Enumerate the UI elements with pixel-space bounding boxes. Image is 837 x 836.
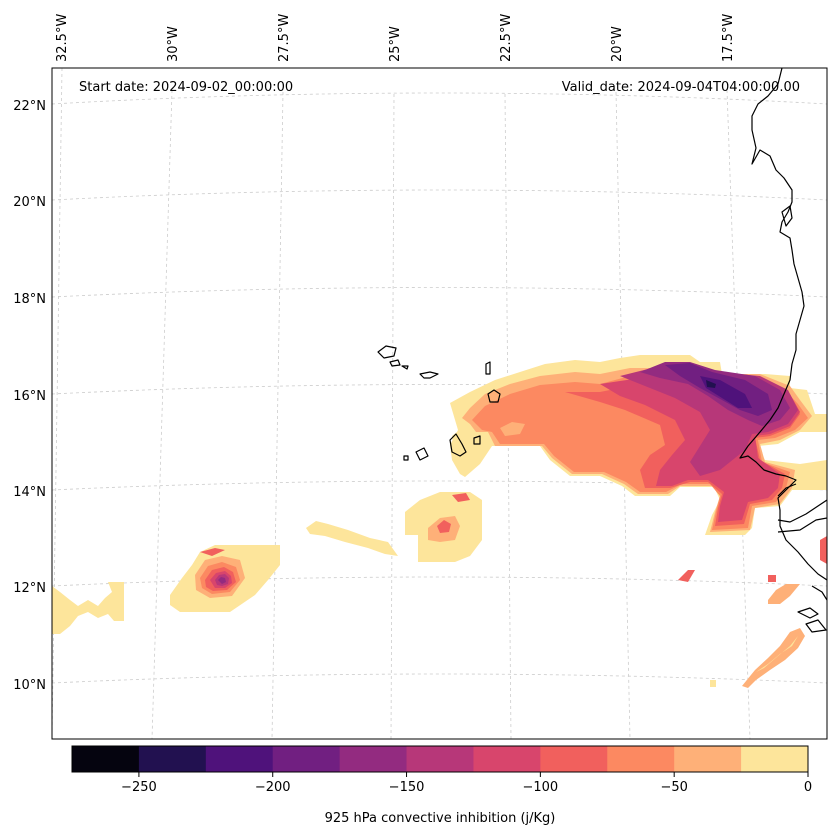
- cell-28w-core: [218, 577, 226, 584]
- colorbar-swatch-1: [138, 746, 207, 772]
- coastlines: [377, 68, 827, 633]
- lon-label-30w: 30°W: [166, 26, 181, 62]
- patch-se-5: [742, 628, 805, 688]
- patch-se-2: [768, 575, 776, 582]
- colorbar-tick-label: 0: [804, 780, 812, 795]
- island-santa-luzia: [401, 365, 409, 370]
- meridian-30w: [151, 89, 173, 739]
- colorbar-swatches: [72, 746, 809, 772]
- colorbar-swatch-7: [540, 746, 608, 772]
- island-sal: [485, 361, 491, 375]
- colorbar-tick-label: −150: [389, 780, 425, 795]
- colorbar-tick-label: −250: [121, 780, 157, 795]
- patch-se-7: [710, 680, 716, 687]
- island-santo-antao: [377, 345, 397, 359]
- parallel-20n: [52, 189, 827, 201]
- lon-label-20w: 20°W: [610, 26, 625, 62]
- lon-label-17-5w: 17.5°W: [721, 14, 736, 62]
- africa-coastline: [739, 68, 827, 581]
- lon-label-32-5w: 32.5°W: [55, 14, 70, 62]
- colorbar-swatch-2: [205, 746, 274, 772]
- coast-guinea: [811, 585, 827, 601]
- colorbar-label: 925 hPa convective inhibition (j/Kg): [325, 811, 556, 826]
- map-axes: 32.5°W 30°W 27.5°W 25°W 22.5°W 20°W 17.5…: [13, 14, 828, 740]
- colorbar-swatch-0: [72, 746, 140, 772]
- island-santiago: [449, 433, 467, 457]
- lat-label-22n: 22°N: [13, 99, 46, 114]
- lon-label-27-5w: 27.5°W: [277, 14, 292, 62]
- island-sao-nicolau: [419, 371, 439, 379]
- lon-label-22-5w: 22.5°W: [499, 14, 514, 62]
- lat-label-12n: 12°N: [13, 581, 46, 596]
- colorbar-tick-label: −200: [255, 780, 291, 795]
- cin-contours: [52, 355, 827, 688]
- strip-25w: [306, 521, 398, 556]
- colorbar-ticks: −250 −200 −150 −100 −50 0: [121, 772, 812, 795]
- island-sao-vicente: [389, 359, 401, 367]
- parallel-16n: [52, 384, 827, 395]
- colorbar-frame: [71, 745, 809, 773]
- start-date-label: Start date: 2024-09-02_00:00:00: [79, 80, 293, 95]
- lat-label-16n: 16°N: [13, 389, 46, 404]
- coast-estuary-1: [777, 483, 797, 497]
- colorbar-swatch-10: [741, 746, 809, 772]
- colorbar-swatch-8: [607, 746, 675, 772]
- island-brava: [403, 455, 409, 461]
- parallel-12n: [52, 576, 827, 587]
- lon-labels: 32.5°W 30°W 27.5°W 25°W 22.5°W 20°W 17.5…: [55, 14, 736, 62]
- lat-label-14n: 14°N: [13, 485, 46, 500]
- coast-bissagos: [797, 607, 819, 619]
- colorbar-tick-label: −50: [660, 780, 687, 795]
- valid-date-label: Valid_date: 2024-09-04T04:00:00.00: [562, 80, 800, 95]
- island-fogo: [415, 447, 429, 461]
- plume-inner-light: [500, 422, 525, 436]
- colorbar-swatch-4: [339, 746, 408, 772]
- cell-cape-verde-south-top: [452, 493, 470, 502]
- colorbar: −250 −200 −150 −100 −50 0 925 hPa convective …: [71, 745, 812, 826]
- lat-label-20n: 20°N: [13, 195, 46, 210]
- colorbar-swatch-3: [272, 746, 341, 772]
- lat-labels: 22°N 20°N 18°N 16°N 14°N 12°N 10°N: [13, 99, 46, 693]
- coast-bissagos-2: [805, 619, 827, 633]
- coast-estuary-3: [777, 517, 827, 533]
- map-frame: [51, 67, 828, 740]
- parallel-10n: [52, 673, 827, 684]
- lat-label-18n: 18°N: [13, 292, 46, 307]
- island-boa-vista: [487, 389, 501, 403]
- parallel-14n: [52, 480, 827, 491]
- plume-core-dark: [706, 380, 716, 388]
- cell-28w-top: [200, 548, 225, 556]
- island-maio: [473, 435, 481, 445]
- colorbar-swatch-5: [406, 746, 474, 772]
- colorbar-swatch-6: [473, 746, 541, 772]
- lon-label-25w: 25°W: [388, 26, 403, 62]
- colorbar-swatch-9: [674, 746, 742, 772]
- patch-se-4: [820, 536, 827, 564]
- patch-se-3: [768, 584, 800, 604]
- colorbar-tick-label: −100: [523, 780, 559, 795]
- parallel-22n: [52, 92, 827, 105]
- coast-inlet: [781, 205, 793, 227]
- patch-left-edge: [52, 582, 124, 634]
- patch-se-1: [678, 570, 695, 582]
- coast-estuary-2: [777, 499, 827, 523]
- parallel-18n: [52, 287, 827, 298]
- lat-label-10n: 10°N: [13, 678, 46, 693]
- cell-cape-verde-south-inner: [437, 520, 451, 533]
